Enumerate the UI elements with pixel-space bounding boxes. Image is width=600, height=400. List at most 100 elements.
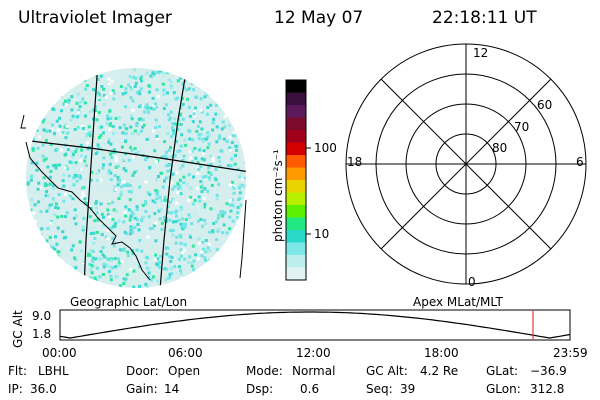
image-pixel (79, 143, 83, 147)
image-pixel (221, 97, 224, 101)
image-pixel (134, 169, 138, 173)
image-pixel (221, 231, 225, 235)
image-pixel (116, 164, 120, 168)
image-pixel (77, 109, 81, 112)
image-pixel (227, 164, 231, 168)
image-pixel (174, 209, 178, 213)
image-pixel (175, 235, 179, 239)
image-pixel (139, 103, 143, 107)
image-pixel (202, 149, 206, 153)
image-pixel (235, 250, 239, 254)
image-pixel (124, 214, 127, 218)
image-pixel (113, 185, 117, 189)
image-pixel (70, 95, 74, 99)
image-pixel (191, 120, 195, 124)
image-pixel (108, 127, 112, 131)
image-pixel (237, 186, 241, 189)
image-pixel (35, 108, 39, 112)
image-pixel (124, 105, 128, 109)
colorbar-segment (286, 180, 306, 193)
image-pixel (69, 267, 73, 271)
image-pixel (233, 249, 237, 253)
image-pixel (232, 191, 236, 195)
image-pixel (51, 197, 55, 201)
image-pixel (231, 134, 235, 137)
image-pixel (202, 287, 206, 288)
image-pixel (208, 177, 212, 181)
image-pixel (240, 75, 244, 79)
image-pixel (175, 171, 179, 175)
image-pixel (219, 149, 223, 153)
image-pixel (174, 140, 178, 143)
image-pixel (95, 91, 99, 95)
image-pixel (243, 254, 246, 258)
image-pixel (189, 186, 193, 190)
image-pixel (198, 241, 202, 245)
image-pixel (163, 140, 167, 144)
image-pixel (102, 262, 106, 266)
image-pixel (73, 128, 77, 131)
image-pixel (83, 197, 87, 201)
image-pixel (211, 159, 215, 163)
image-pixel (206, 88, 210, 92)
image-pixel (72, 216, 76, 220)
image-pixel (155, 134, 159, 138)
image-pixel (212, 117, 216, 121)
info-value-glon: 312.8 (530, 382, 565, 396)
image-pixel (104, 161, 108, 165)
image-pixel (29, 178, 33, 182)
image-pixel (204, 222, 208, 226)
image-pixel (180, 182, 184, 185)
image-pixel (64, 136, 68, 140)
image-pixel (133, 216, 137, 220)
image-pixel (111, 217, 115, 221)
image-pixel (212, 91, 216, 95)
image-pixel (192, 275, 196, 279)
image-pixel (200, 74, 204, 78)
image-pixel (183, 225, 187, 229)
image-pixel (137, 90, 141, 94)
image-pixel (136, 150, 140, 154)
image-pixel (45, 80, 49, 84)
image-pixel (27, 213, 31, 217)
image-pixel (69, 118, 73, 122)
image-pixel (146, 286, 150, 288)
image-pixel (102, 216, 105, 219)
image-pixel (50, 148, 54, 152)
image-pixel (36, 84, 40, 88)
image-pixel (46, 282, 50, 286)
image-pixel (38, 135, 42, 139)
image-pixel (155, 178, 159, 181)
image-pixel (218, 267, 222, 271)
image-pixel (208, 89, 212, 93)
image-pixel (145, 115, 149, 119)
image-pixel (237, 135, 241, 139)
image-pixel (180, 213, 184, 217)
image-pixel (41, 143, 45, 147)
image-pixel (151, 96, 155, 100)
image-pixel (178, 113, 182, 117)
image-pixel (154, 188, 158, 192)
image-pixel (203, 205, 206, 209)
image-pixel (89, 178, 93, 182)
image-pixel (45, 190, 49, 193)
image-pixel (27, 118, 30, 122)
image-pixel (161, 82, 165, 86)
image-pixel (78, 105, 82, 109)
image-pixel (154, 239, 158, 243)
image-pixel (44, 250, 47, 254)
colorbar-segment (286, 155, 306, 168)
image-pixel (84, 164, 88, 167)
image-pixel (228, 146, 232, 150)
image-pixel (85, 282, 89, 286)
image-pixel (232, 131, 236, 135)
image-pixel (140, 249, 144, 253)
image-pixel (80, 196, 84, 199)
image-pixel (139, 77, 143, 81)
image-pixel (86, 280, 90, 284)
image-pixel (154, 126, 158, 129)
image-pixel (215, 103, 219, 107)
image-pixel (35, 123, 39, 127)
image-pixel (220, 214, 224, 218)
image-pixel (72, 176, 76, 180)
